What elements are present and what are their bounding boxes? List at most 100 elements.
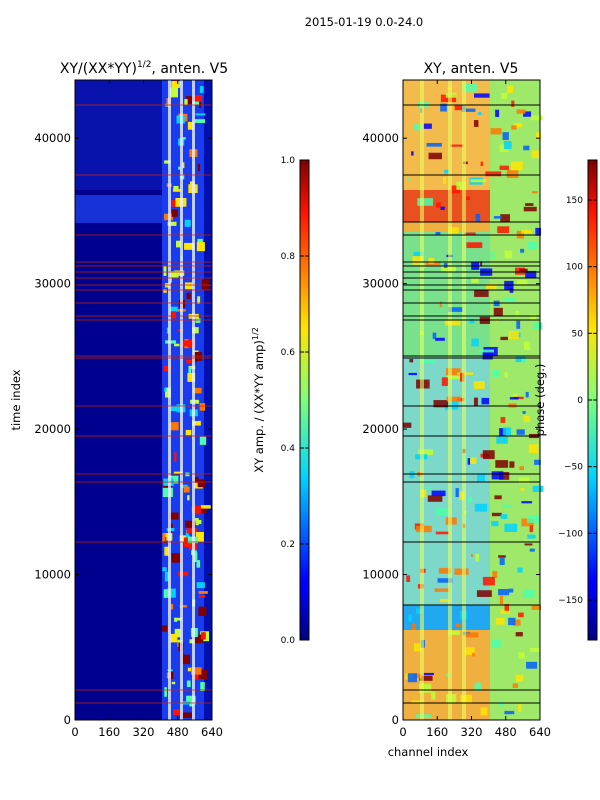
amplitude-cell [163,289,167,293]
phase-cell [448,307,463,312]
phase-cell [408,614,412,622]
phase-cell [531,191,538,194]
phase-cell [499,165,509,170]
phase-cell [423,123,432,129]
phase-cell [470,457,477,465]
amplitude-cell [201,632,206,640]
phase-cell [515,674,524,682]
colorbar-tick-label: 0.0 [281,636,296,646]
amplitude-cell [188,366,192,374]
amplitude-cell [186,359,194,364]
amplitude-cell [171,81,180,88]
phase-cell [521,501,533,504]
phase-cell [466,196,471,201]
phase-cell [508,331,519,340]
phase-cell [470,554,473,557]
phase-channel-column [462,80,466,720]
phase-cell [455,488,459,498]
phase-cell [480,707,488,716]
amplitude-cell [173,471,183,474]
phase-cell [439,598,449,603]
phase-stripes [403,80,544,720]
amplitude-cell [167,221,177,226]
phase-cell [474,289,489,297]
amplitude-cell [197,479,205,488]
phase-cell [446,375,462,380]
phase-cell [512,683,519,688]
colorbar-tick-label: 0.6 [281,348,296,358]
phase-cell [403,422,412,428]
phase-cell [499,472,510,480]
colorbar-tick-label: 0.2 [281,540,295,550]
amplitude-cell [171,553,183,563]
phase-cell [456,397,465,402]
colorbar-tick-label: 50 [572,329,584,339]
phase-cell [517,280,528,286]
phase-cell [500,514,508,519]
y-tick-label: 40000 [34,131,71,145]
colorbar-tick-label: 1.0 [281,156,296,166]
phase-cell [473,120,479,127]
phase-cell [512,393,518,399]
amplitude-cell [185,529,189,538]
x-tick-label: 0 [399,725,406,739]
amplitude-cell [194,518,199,526]
amplitude-cell [162,567,167,572]
phase-cell [474,93,490,98]
amplitude-cell [184,282,193,290]
amplitude-cell [195,506,201,515]
x-tick-label: 480 [167,725,189,739]
amplitude-cell [193,351,203,361]
amplitude-cell [200,682,205,692]
phase-cell [411,151,414,156]
phase-cell [426,142,442,147]
phase-cell [474,503,488,512]
amplitude-cell [198,594,206,598]
phase-cell [426,262,441,266]
phase-cell [428,152,442,160]
phase-cell [471,652,475,657]
phase-cell [418,683,432,693]
y-tick-label: 20000 [362,422,399,436]
amplitude-cell [194,94,203,102]
amplitude-cell [186,292,191,300]
amplitude-cell [173,709,180,716]
phase-cell [433,400,449,408]
amplitude-cell [169,422,179,431]
phase-cell [524,543,533,546]
amplitude-cell [194,476,199,484]
amplitude-cell [162,533,166,542]
x-tick-label: 480 [495,725,517,739]
phase-cell [471,277,479,283]
amplitude-cell [198,606,207,616]
amplitude-channel-column [180,80,183,720]
phase-cell [409,470,415,479]
amplitude-colorbar: 0.0 0.2 0.4 0.6 0.8 1.0 XY amp. / (XX*YY amp)… [251,156,310,646]
phase-cell [515,310,519,317]
phase-cell [477,474,485,483]
amplitude-cell [184,219,191,227]
x-tick-label: 640 [529,725,551,739]
phase-cell [529,525,533,533]
figure-title: 2015-01-19 0.0-24.0 [305,15,424,29]
amplitude-cell [188,365,196,370]
amplitude-cell [197,296,201,304]
amplitude-cell [199,86,204,93]
phase-cell [482,450,495,460]
amplitude-cell [187,339,196,348]
phase-cell [535,132,542,140]
phase-x-ticks: 0 160 320 480 640 [399,80,551,739]
phase-cell [523,589,535,599]
phase-cell [507,85,514,94]
phase-cell [455,623,461,627]
phase-cell [495,617,505,625]
phase-cell [467,496,473,503]
phase-cell [460,694,472,704]
phase-cell [448,630,461,635]
amplitude-title: XY/(XX*YY)1/2, anten. V5 [60,60,228,77]
phase-cell [500,609,510,614]
amplitude-cell [195,318,201,323]
colorbar-tick-label: 0 [577,396,583,406]
colorbar-tick-label: 0.8 [281,252,296,262]
phase-cell [431,490,446,497]
